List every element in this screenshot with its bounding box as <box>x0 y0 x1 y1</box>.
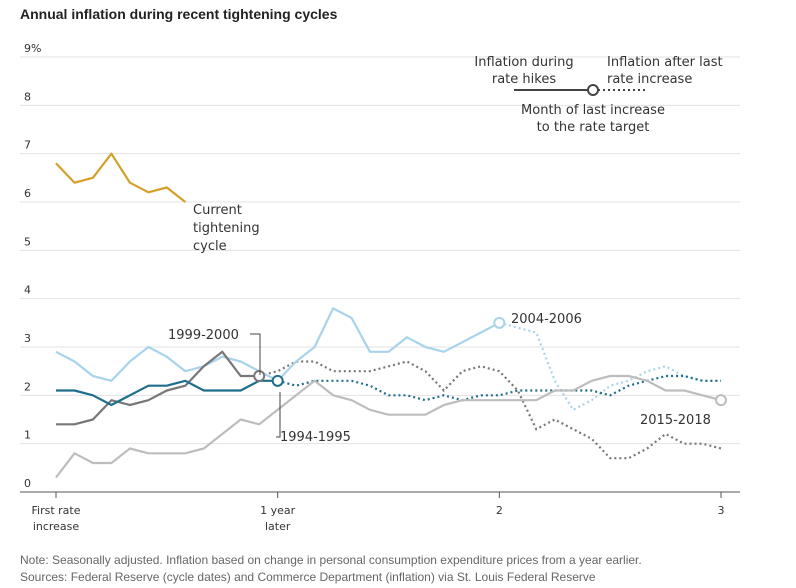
y-tick-label: 0 <box>24 477 31 490</box>
legend-during-label: rate hikes <box>492 72 556 87</box>
series-hike-line <box>55 152 186 203</box>
series-hike-line <box>56 379 278 407</box>
series-label: 1994-1995 <box>280 430 351 445</box>
note-text: Note: Seasonally adjusted. Inflation bas… <box>20 553 642 567</box>
legend-marker-label: Month of last increase <box>521 103 665 118</box>
y-axis-ticks: 0 1 2 3 4 5 6 7 8 9% <box>24 42 41 490</box>
leader-line-1994 <box>276 392 281 438</box>
series-hike-line <box>55 374 722 479</box>
legend-during-label: Inflation during <box>474 55 573 70</box>
series-label: tightening <box>193 221 260 236</box>
series-label: 2004-2006 <box>511 312 582 327</box>
leader-line-1999 <box>250 333 261 375</box>
series-after-line <box>499 321 721 412</box>
last-increase-marker <box>271 374 284 387</box>
chart-title: Annual inflation during recent tightenin… <box>20 6 338 22</box>
legend-after-label: rate increase <box>607 72 692 87</box>
series-hike-line <box>56 350 260 426</box>
legend-marker-label: to the rate target <box>537 120 650 135</box>
line-chart: 0 1 2 3 4 5 6 7 8 9% First rate increase 1 year late… <box>20 42 740 533</box>
last-increase-marker <box>253 370 266 382</box>
series-label: cycle <box>193 239 227 254</box>
series-hike-line <box>55 307 500 382</box>
y-tick-label: 5 <box>24 235 31 248</box>
y-tick-label: 4 <box>24 284 31 297</box>
series-label: 1999-2000 <box>168 328 239 343</box>
x-tick-label: later <box>265 520 291 533</box>
legend-after-label: Inflation after last <box>607 55 723 70</box>
x-tick-label: First rate <box>32 504 81 517</box>
series-label: 2015-2018 <box>640 413 711 428</box>
x-tick-label: 1 year <box>260 504 296 517</box>
y-tick-label: 9% <box>24 42 41 55</box>
x-tick-label: 2 <box>496 504 503 517</box>
y-tick-label: 8 <box>24 90 31 103</box>
legend-marker <box>587 84 599 96</box>
series-lines <box>55 152 727 479</box>
sources-text: Sources: Federal Reserve (cycle dates) a… <box>20 570 596 584</box>
series-after-line <box>258 360 722 460</box>
series-after-line <box>277 374 721 402</box>
series-label: Current <box>193 203 242 218</box>
last-increase-marker <box>715 394 727 407</box>
last-increase-marker <box>493 316 506 329</box>
y-tick-label: 2 <box>24 380 31 393</box>
series-labels: Current tightening cycle 2004-2006 1999-2000… <box>168 203 711 445</box>
y-tick-label: 1 <box>24 429 31 442</box>
y-tick-label: 7 <box>24 139 31 152</box>
x-tick-label: 3 <box>718 504 725 517</box>
x-tick-label: increase <box>33 520 80 533</box>
gridlines <box>20 56 740 493</box>
y-tick-label: 6 <box>24 187 31 200</box>
x-axis-ticks: First rate increase 1 year later 2 3 <box>32 492 725 533</box>
legend: Inflation during rate hikes Inflation afte… <box>474 55 722 135</box>
y-tick-label: 3 <box>24 332 31 345</box>
